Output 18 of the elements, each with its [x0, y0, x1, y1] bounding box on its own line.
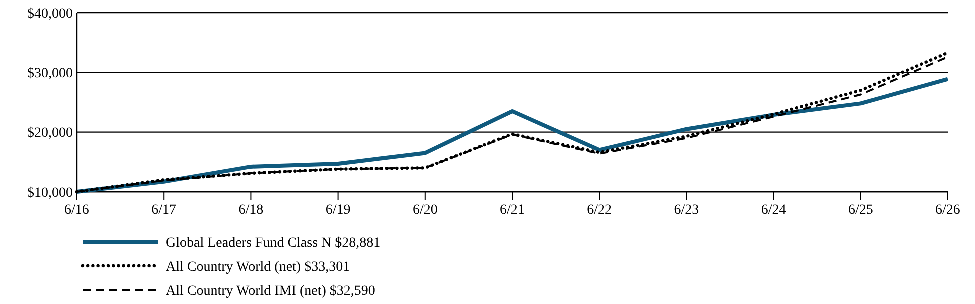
x-tick-label: 6/16 [64, 203, 90, 218]
y-tick-label: $30,000 [28, 66, 73, 82]
x-tick-label: 6/20 [412, 203, 438, 218]
x-tick-label: 6/26 [936, 203, 960, 218]
x-tick-label: 6/23 [674, 203, 700, 218]
x-tick-label: 6/24 [761, 203, 786, 218]
y-tick-label: $40,000 [28, 6, 73, 22]
x-tick-label: 6/17 [152, 203, 177, 218]
x-tick-label: 6/25 [848, 203, 874, 218]
y-tick-label: $20,000 [28, 126, 73, 142]
x-tick-label: 6/19 [326, 203, 351, 218]
x-tick-label: 6/18 [238, 203, 264, 218]
y-tick-label: $10,000 [28, 186, 73, 201]
legend-label: Global Leaders Fund Class N $28,881 [166, 236, 381, 251]
x-tick-label: 6/22 [587, 203, 612, 218]
legend-label: All Country World IMI (net) $32,590 [166, 284, 376, 299]
legend-label: All Country World (net) $33,301 [166, 260, 350, 275]
x-tick-label: 6/21 [500, 203, 525, 218]
